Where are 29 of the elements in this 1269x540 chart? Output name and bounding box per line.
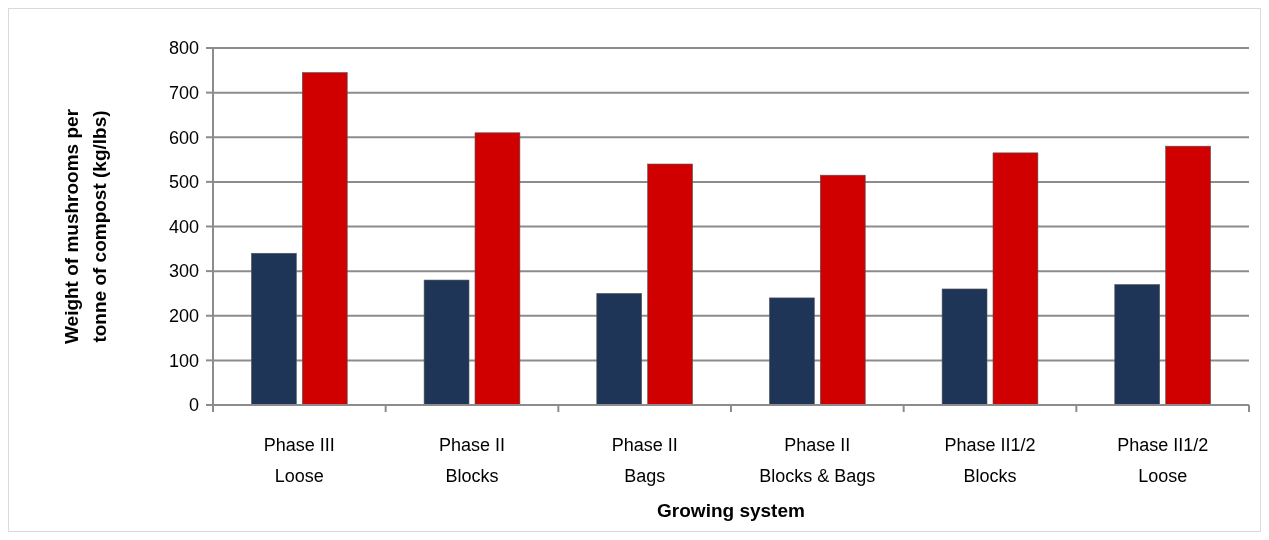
bar	[992, 152, 1039, 406]
y-tick-label: 600	[168, 127, 199, 148]
x-tick-label: Phase II Blocks & Bags	[759, 435, 876, 486]
x-tick-label: Phase III Loose	[263, 435, 335, 486]
x-tick-label: Phase II Blocks	[438, 435, 506, 486]
bar	[1165, 145, 1211, 406]
x-tick-label: Phase II Bags	[611, 435, 678, 486]
bar	[251, 252, 297, 406]
y-axis-title: Weight of mushrooms per tonne of compost (kg/lbs)	[61, 108, 110, 345]
y-tick-label: 200	[168, 306, 199, 327]
y-tick-label: 400	[168, 216, 199, 237]
bar	[423, 279, 470, 406]
bar	[769, 297, 815, 406]
bar	[647, 163, 693, 406]
y-tick-label: 0	[188, 395, 199, 416]
x-axis-title: Growing system	[657, 500, 805, 521]
y-tick-label: 500	[168, 172, 199, 193]
y-tick-label: 700	[168, 82, 199, 103]
bar	[820, 174, 866, 406]
bar	[1114, 284, 1160, 406]
y-tick-label: 100	[168, 350, 199, 371]
bar	[474, 132, 521, 406]
y-tick-label: 800	[168, 38, 199, 59]
bar	[941, 288, 988, 406]
bar	[302, 72, 348, 406]
bar	[596, 293, 642, 406]
y-tick-label: 300	[168, 261, 199, 282]
x-tick-label: Phase II1/2 Loose	[1117, 435, 1209, 486]
x-tick-label: Phase II1/2 Blocks	[944, 435, 1036, 486]
